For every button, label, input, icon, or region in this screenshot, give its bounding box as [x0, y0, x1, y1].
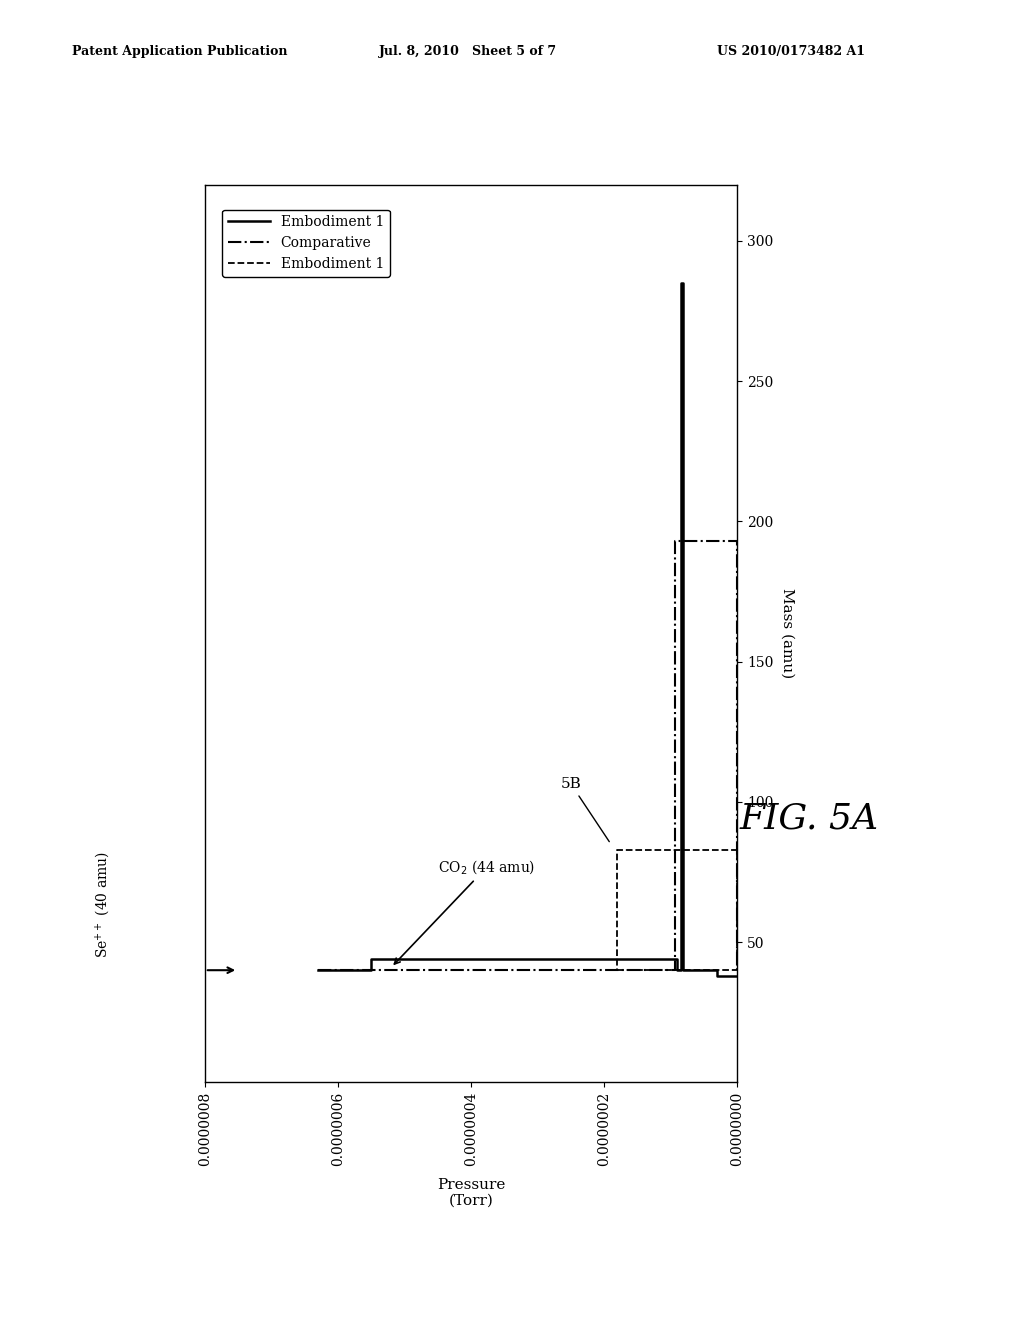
- Embodiment 1: [311, 962, 324, 978]
- Embodiment 1: [731, 842, 743, 858]
- Embodiment 1: [365, 962, 377, 978]
- Text: CO$_2$ (44 amu): CO$_2$ (44 amu): [394, 858, 535, 964]
- Embodiment 1: [672, 962, 684, 978]
- Embodiment 1: [365, 950, 377, 966]
- Text: US 2010/0173482 A1: US 2010/0173482 A1: [717, 45, 865, 58]
- Comparative: [670, 962, 682, 978]
- Legend: Embodiment 1, Comparative, Embodiment 1: Embodiment 1, Comparative, Embodiment 1: [222, 210, 390, 277]
- Embodiment 1: [611, 842, 624, 858]
- Embodiment 1: [611, 962, 624, 978]
- X-axis label: Pressure
(Torr): Pressure (Torr): [437, 1177, 505, 1208]
- Embodiment 1: [731, 962, 743, 978]
- Embodiment 1: [611, 962, 624, 978]
- Embodiment 1: [711, 968, 723, 983]
- Embodiment 1: [675, 962, 687, 978]
- Line: Embodiment 1: Embodiment 1: [617, 850, 737, 970]
- Y-axis label: Mass (amu): Mass (amu): [780, 589, 795, 678]
- Text: 5B: 5B: [560, 777, 609, 842]
- Comparative: [731, 962, 743, 978]
- Text: Jul. 8, 2010   Sheet 5 of 7: Jul. 8, 2010 Sheet 5 of 7: [379, 45, 557, 58]
- Line: Embodiment 1: Embodiment 1: [317, 282, 737, 975]
- Embodiment 1: [675, 275, 687, 290]
- Comparative: [731, 533, 743, 549]
- Text: Patent Application Publication: Patent Application Publication: [72, 45, 287, 58]
- Text: FIG. 5A: FIG. 5A: [739, 801, 879, 836]
- Embodiment 1: [677, 962, 689, 978]
- Embodiment 1: [731, 968, 743, 983]
- Embodiment 1: [677, 275, 689, 290]
- Line: Comparative: Comparative: [317, 541, 737, 970]
- Embodiment 1: [672, 950, 684, 966]
- Comparative: [311, 962, 324, 978]
- Embodiment 1: [711, 962, 723, 978]
- Text: Se$^{++}$ (40 amu): Se$^{++}$ (40 amu): [93, 851, 112, 957]
- Comparative: [670, 533, 682, 549]
